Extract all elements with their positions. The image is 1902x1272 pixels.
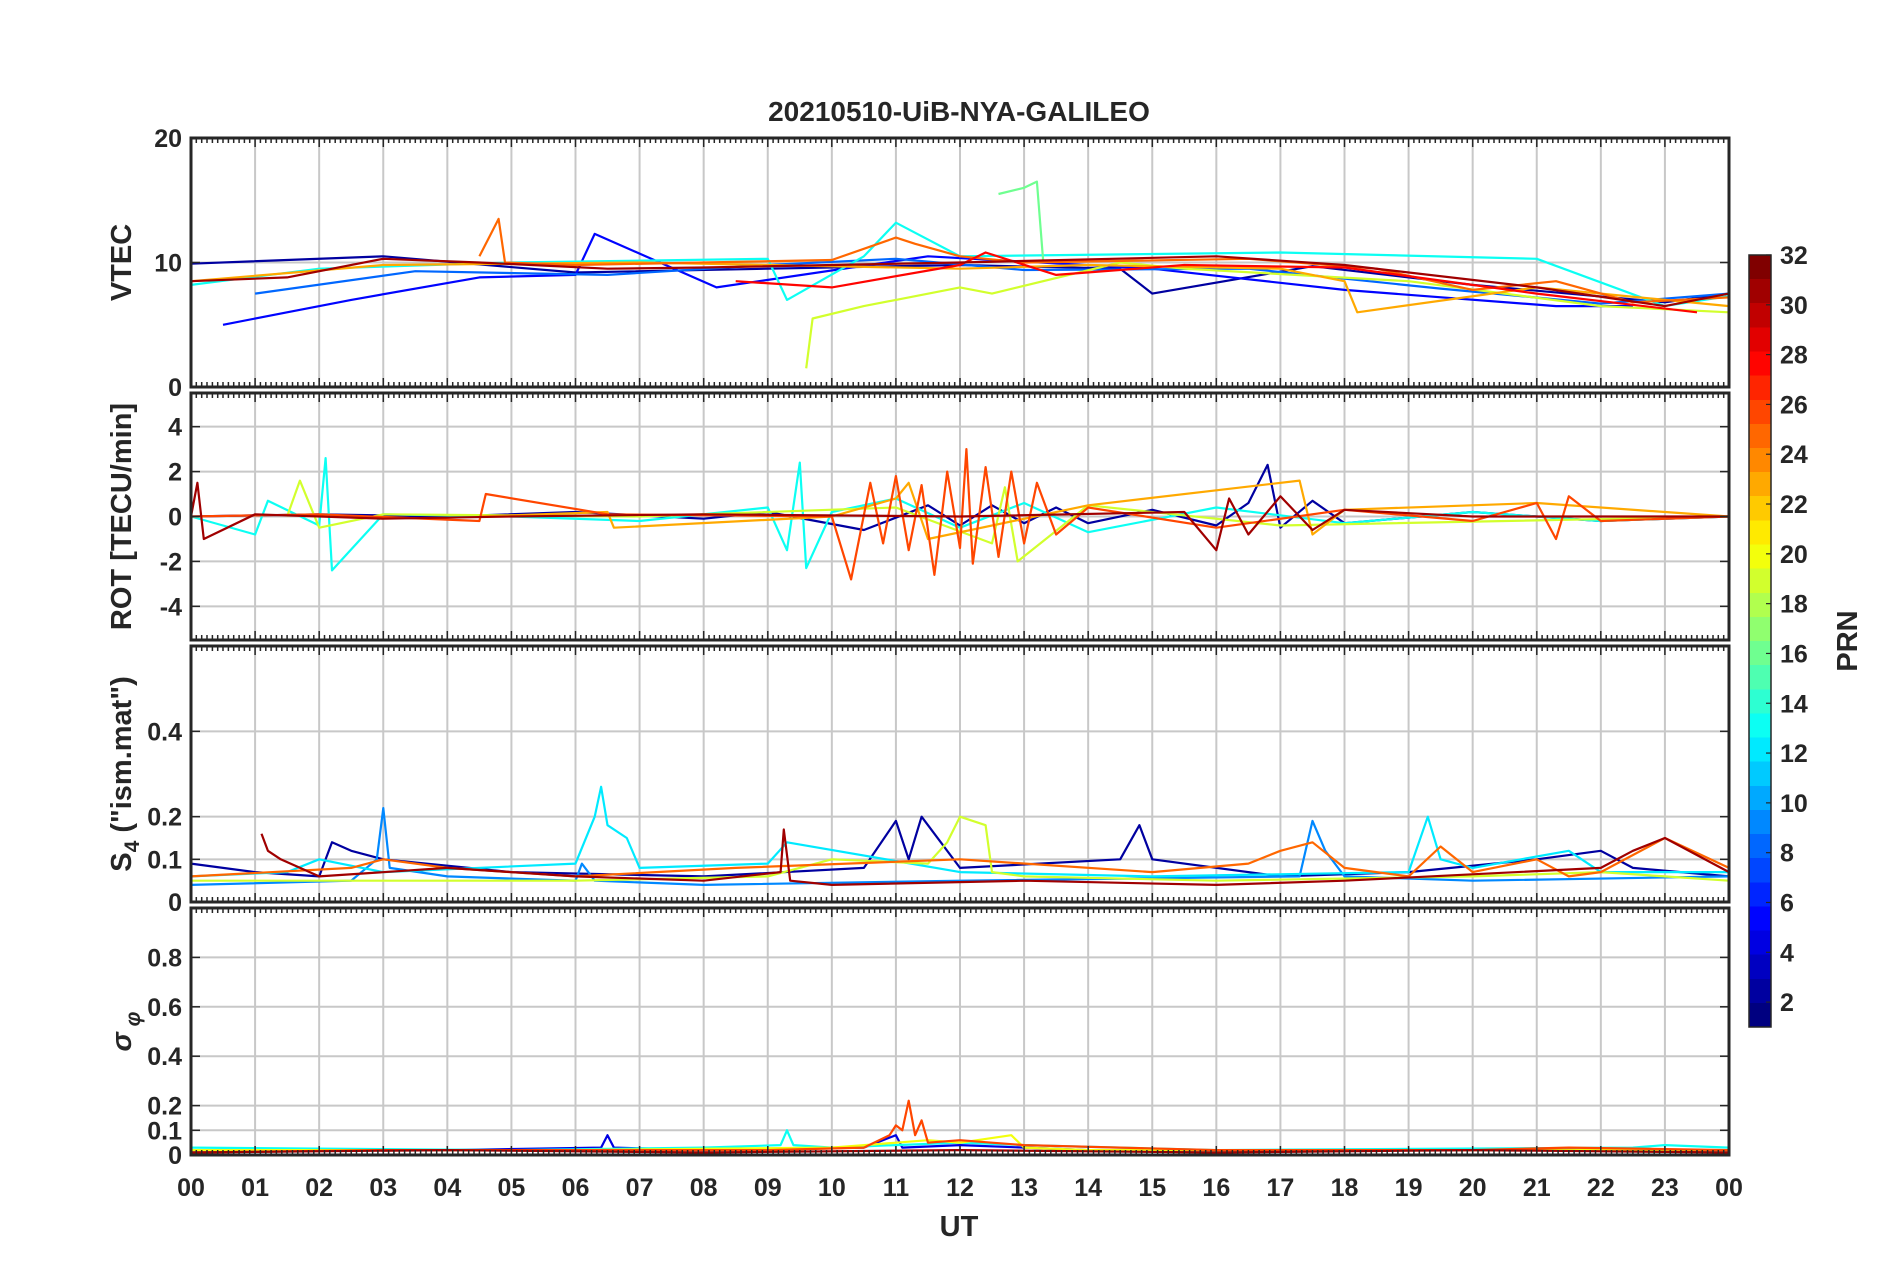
- colorbar-tick-label: 8: [1780, 840, 1794, 868]
- x-tick-label: 09: [754, 1174, 782, 1202]
- colorbar-tick-label: 32: [1780, 242, 1808, 270]
- x-tick-label: 10: [818, 1174, 846, 1202]
- x-tick-label: 00: [1715, 1174, 1743, 1202]
- y-tick-label: 2: [168, 459, 182, 487]
- colorbar-tick-label: 12: [1780, 740, 1808, 768]
- series-group: [189, 448, 1730, 581]
- x-tick-label: 01: [241, 1174, 269, 1202]
- series-line-prn-28: [735, 251, 1698, 314]
- y-tick-label: 0.1: [147, 846, 182, 874]
- x-tick-label: 13: [1010, 1174, 1038, 1202]
- colorbar-tick-label: 22: [1780, 491, 1808, 519]
- colorbar-tick-label: 30: [1780, 292, 1808, 320]
- y-tick-label: 0.2: [147, 804, 182, 832]
- x-tick-label: 22: [1587, 1174, 1615, 1202]
- chart-title: 20210510-UiB-NYA-GALILEO: [768, 96, 1150, 127]
- series-line-prn-31: [189, 481, 1729, 552]
- x-tick-labels: 00 01 02 03 04 05 06 07 08 09 10 11 12 13 14 15 16 17 18 19…: [177, 1174, 1743, 1202]
- x-tick-label: 12: [946, 1174, 974, 1202]
- x-tick-label: 03: [369, 1174, 397, 1202]
- colorbar-tick-label: 10: [1780, 790, 1808, 818]
- panel-rot: -4 -2 0 2 4 ROT [TECU/min]: [106, 391, 1731, 642]
- series-group: [190, 180, 1730, 369]
- colorbar-tick-label: 24: [1780, 441, 1808, 469]
- series-line-prn-19: [286, 479, 1730, 563]
- y-tick-label: 0: [168, 374, 182, 402]
- y-tick-label: 0.8: [147, 944, 182, 972]
- panel-vtec: 0 10 20 VTEC: [106, 125, 1731, 402]
- x-tick-label: 17: [1267, 1174, 1295, 1202]
- y-tick-label: 0: [168, 889, 182, 917]
- x-tick-label: 19: [1395, 1174, 1423, 1202]
- colorbar-scale: [1748, 254, 1772, 1028]
- x-tick-label: 14: [1074, 1174, 1102, 1202]
- x-tick-label: 00: [177, 1174, 205, 1202]
- axes-frame: [189, 644, 1731, 904]
- series-line-prn-26: [190, 448, 1730, 581]
- colorbar-tick-label: 4: [1780, 939, 1794, 967]
- axes-frame: [189, 136, 1731, 389]
- x-tick-label: 20: [1459, 1174, 1487, 1202]
- x-tick-label: 04: [433, 1174, 461, 1202]
- y-tick-label: -2: [160, 548, 182, 576]
- y-axis-label: ROT [TECU/min]: [106, 403, 138, 630]
- colorbar-tick-label: 16: [1780, 640, 1808, 668]
- y-tick-label: 20: [154, 125, 182, 153]
- panel-sigma_phi: 00.10.2 0.4 0.6 0.8 σ φ: [106, 906, 1731, 1170]
- y-tick-label: 10: [154, 250, 182, 278]
- x-tick-label: 21: [1523, 1174, 1551, 1202]
- y-tick-label: 0.4: [147, 718, 182, 746]
- colorbar-tick-label: 2: [1780, 989, 1794, 1017]
- panel-s4: 0 0.1 0.2 0.4S4 ("ism.mat"): [106, 644, 1731, 917]
- colorbar-tick-label: 26: [1780, 391, 1808, 419]
- x-tick-label: 18: [1331, 1174, 1359, 1202]
- y-axis-label: VTEC: [106, 224, 138, 301]
- series-line-prn-31: [190, 255, 1730, 308]
- colorbar-label: PRN: [1832, 610, 1864, 671]
- y-axis-label: σ φ: [106, 1011, 145, 1051]
- x-tick-label: 23: [1651, 1174, 1679, 1202]
- axes-frame: [189, 906, 1731, 1157]
- colorbar-tick-label: 20: [1780, 541, 1808, 569]
- y-tick-label: -4: [160, 593, 182, 621]
- y-tick-label: 0.1: [147, 1117, 182, 1145]
- x-tick-label: 11: [883, 1174, 910, 1202]
- axes-frame: [189, 391, 1731, 642]
- series-line-prn-2: [190, 815, 1730, 878]
- y-tick-label: 0.4: [147, 1043, 182, 1071]
- series-line-prn-12: [190, 785, 1729, 878]
- series-line-prn-31: [260, 828, 1730, 886]
- y-tick-label: 4: [168, 414, 182, 442]
- y-tick-label: 0.2: [147, 1093, 182, 1121]
- x-tick-label: 07: [626, 1174, 654, 1202]
- y-tick-label: 0: [168, 1142, 182, 1170]
- x-tick-label: 05: [498, 1174, 526, 1202]
- x-axis-label: UT: [940, 1211, 979, 1243]
- colorbar-tick-label: 14: [1780, 690, 1808, 718]
- x-tick-label: 06: [562, 1174, 590, 1202]
- y-tick-label: 0: [168, 504, 182, 532]
- x-tick-label: 08: [690, 1174, 718, 1202]
- series-group: [190, 785, 1730, 886]
- colorbar-tick-label: 18: [1780, 591, 1808, 619]
- y-axis-label: S4 ("ism.mat"): [106, 676, 144, 872]
- x-tick-label: 02: [305, 1174, 333, 1202]
- colorbar-tick-label: 28: [1780, 342, 1808, 370]
- x-tick-label: 16: [1202, 1174, 1230, 1202]
- colorbar-tick-label: 6: [1780, 889, 1794, 917]
- series-line-prn-16: [998, 180, 1045, 263]
- x-tick-label: 15: [1138, 1174, 1166, 1202]
- y-tick-label: 0.6: [147, 994, 182, 1022]
- series-line-prn-13: [190, 457, 1730, 572]
